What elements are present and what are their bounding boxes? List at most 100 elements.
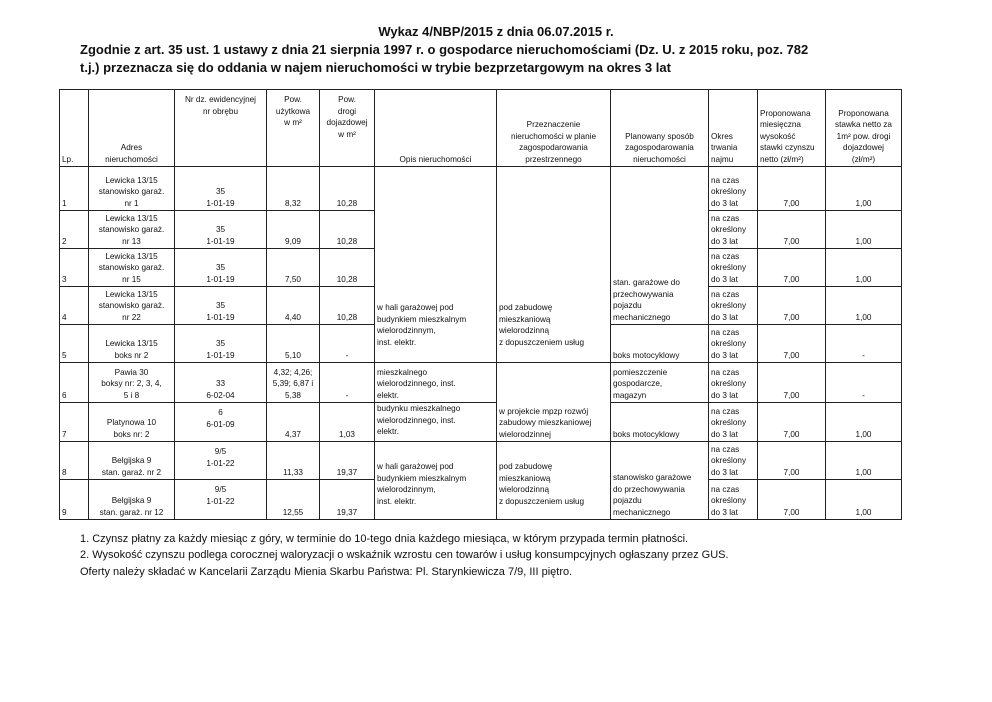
row-lp: 1 <box>59 166 89 211</box>
legal-basis-line: Zgodnie z art. 35 ust. 1 ustawy z dnia 2… <box>80 42 809 57</box>
header-zoning: Przeznaczenie nieruchomości w planie zag… <box>496 89 611 167</box>
header-lp: Lp. <box>59 89 89 167</box>
row-road-area: 10,28 <box>319 210 375 249</box>
row-road-rate: - <box>825 324 902 363</box>
description-cell: w hali garażowej pod budynkiem mieszkaln… <box>374 441 497 520</box>
row-lease-period: na czas określony do 3 lat <box>708 286 758 325</box>
row-road-area: - <box>319 362 375 403</box>
row-road-area: 19,37 <box>319 441 375 480</box>
header-road-rate: Proponowana stawka netto za 1m² pow. dro… <box>825 89 902 167</box>
row-usable-area: 4,37 <box>266 402 320 442</box>
row-address: Platynowa 10 boks nr: 2 <box>88 402 175 442</box>
row-lp: 7 <box>59 402 89 442</box>
footnote-1: 1. Czynsz płatny za każdy miesiąc z góry… <box>80 533 689 545</box>
row-rent-rate: 7,00 <box>757 402 826 442</box>
row-usable-area: 12,55 <box>266 479 320 520</box>
footnote-2: 2. Wysokość czynszu podlega corocznej wa… <box>80 549 729 561</box>
row-lease-period: na czas określony do 3 lat <box>708 210 758 249</box>
row-usable-area: 11,33 <box>266 441 320 480</box>
row-road-rate: 1,00 <box>825 479 902 520</box>
row-lp: 8 <box>59 441 89 480</box>
header-rent-rate: Proponowana miesięczna wysokość stawki c… <box>757 89 826 167</box>
row-lease-period: na czas określony do 3 lat <box>708 362 758 403</box>
planned-use-cell: pomieszczenie gospodarcze, magazyn <box>610 362 709 403</box>
row-lp: 5 <box>59 324 89 363</box>
row-road-rate: - <box>825 362 902 403</box>
description-cell: w hali garażowej pod budynkiem mieszkaln… <box>374 166 497 363</box>
row-address: Lewicka 13/15 stanowisko garaż. nr 15 <box>88 248 175 287</box>
row-lp: 9 <box>59 479 89 520</box>
planned-use-cell: boks motocyklowy <box>610 402 709 442</box>
row-rent-rate: 7,00 <box>757 286 826 325</box>
header-planned-use: Planowany sposób zagospodarowania nieruc… <box>610 89 709 167</box>
row-rent-rate: 7,00 <box>757 479 826 520</box>
row-lease-period: na czas określony do 3 lat <box>708 402 758 442</box>
row-lp: 6 <box>59 362 89 403</box>
header-usable-area: Pow. użytkowa w m² <box>266 89 320 167</box>
planned-use-cell: boks motocyklowy <box>610 324 709 363</box>
row-usable-area: 4,40 <box>266 286 320 325</box>
row-parcel: 35 1-01-19 <box>174 166 267 211</box>
row-road-area: - <box>319 324 375 363</box>
zoning-cell: pod zabudowę mieszkaniową wielorodzinną … <box>496 441 611 520</box>
row-usable-area: 9,09 <box>266 210 320 249</box>
row-address: Lewicka 13/15 stanowisko garaż. nr 22 <box>88 286 175 325</box>
row-parcel: 33 6-02-04 <box>174 362 267 403</box>
row-address: Belgijska 9 stan. garaż. nr 12 <box>88 479 175 520</box>
description-cell: mieszkalnego wielorodzinnego, inst. elek… <box>374 362 497 403</box>
row-usable-area: 5,10 <box>266 324 320 363</box>
row-lease-period: na czas określony do 3 lat <box>708 166 758 211</box>
description-cell: budynku mieszkalnego wielorodzinnego, in… <box>374 402 497 442</box>
row-road-area: 1,03 <box>319 402 375 442</box>
row-road-rate: 1,00 <box>825 210 902 249</box>
row-parcel: 9/5 1-01-22 <box>174 479 267 520</box>
row-road-rate: 1,00 <box>825 166 902 211</box>
legal-basis-line-2: t.j.) przeznacza się do oddania w najem … <box>80 60 671 75</box>
header-description: Opis nieruchomości <box>374 89 497 167</box>
row-parcel: 35 1-01-19 <box>174 210 267 249</box>
row-road-area: 10,28 <box>319 248 375 287</box>
header-address: Adres nieruchomości <box>88 89 175 167</box>
row-address: Belgijska 9 stan. garaż. nr 2 <box>88 441 175 480</box>
row-parcel: 9/5 1-01-22 <box>174 441 267 480</box>
row-usable-area: 4,32; 4,26; 5,39; 6,87 i 5,38 <box>266 362 320 403</box>
row-rent-rate: 7,00 <box>757 324 826 363</box>
row-lease-period: na czas określony do 3 lat <box>708 324 758 363</box>
row-usable-area: 7,50 <box>266 248 320 287</box>
planned-use-cell: stanowisko garażowe do przechowywania po… <box>610 441 709 520</box>
row-road-area: 10,28 <box>319 286 375 325</box>
row-rent-rate: 7,00 <box>757 248 826 287</box>
row-parcel: 6 6-01-09 <box>174 402 267 442</box>
row-lp: 4 <box>59 286 89 325</box>
header-road-area: Pow. drogi dojazdowej w m² <box>319 89 375 167</box>
row-road-rate: 1,00 <box>825 248 902 287</box>
row-rent-rate: 7,00 <box>757 441 826 480</box>
row-rent-rate: 7,00 <box>757 362 826 403</box>
row-road-area: 19,37 <box>319 479 375 520</box>
row-parcel: 35 1-01-19 <box>174 324 267 363</box>
row-rent-rate: 7,00 <box>757 210 826 249</box>
row-road-rate: 1,00 <box>825 286 902 325</box>
zoning-cell: w projekcie mpzp rozwój zabudowy mieszka… <box>496 362 611 442</box>
zoning-cell: pod zabudowę mieszkaniową wielorodzinną … <box>496 166 611 363</box>
row-address: Lewicka 13/15 stanowisko garaż. nr 13 <box>88 210 175 249</box>
row-road-rate: 1,00 <box>825 402 902 442</box>
row-address: Lewicka 13/15 stanowisko garaż. nr 1 <box>88 166 175 211</box>
header-lease-period: Okres trwania najmu <box>708 89 758 167</box>
row-address: Lewicka 13/15 boks nr 2 <box>88 324 175 363</box>
row-parcel: 35 1-01-19 <box>174 286 267 325</box>
row-rent-rate: 7,00 <box>757 166 826 211</box>
row-lp: 2 <box>59 210 89 249</box>
row-road-rate: 1,00 <box>825 441 902 480</box>
row-lp: 3 <box>59 248 89 287</box>
document-title: Wykaz 4/NBP/2015 z dnia 06.07.2015 r. <box>378 24 614 39</box>
row-road-area: 10,28 <box>319 166 375 211</box>
row-lease-period: na czas określony do 3 lat <box>708 441 758 480</box>
row-lease-period: na czas określony do 3 lat <box>708 479 758 520</box>
row-parcel: 35 1-01-19 <box>174 248 267 287</box>
offers-note: Oferty należy składać w Kancelarii Zarzą… <box>80 566 573 578</box>
planned-use-cell: stan. garażowe do przechowywania pojazdu… <box>610 166 709 325</box>
row-address: Pawia 30 boksy nr: 2, 3, 4, 5 i 8 <box>88 362 175 403</box>
row-usable-area: 8,32 <box>266 166 320 211</box>
